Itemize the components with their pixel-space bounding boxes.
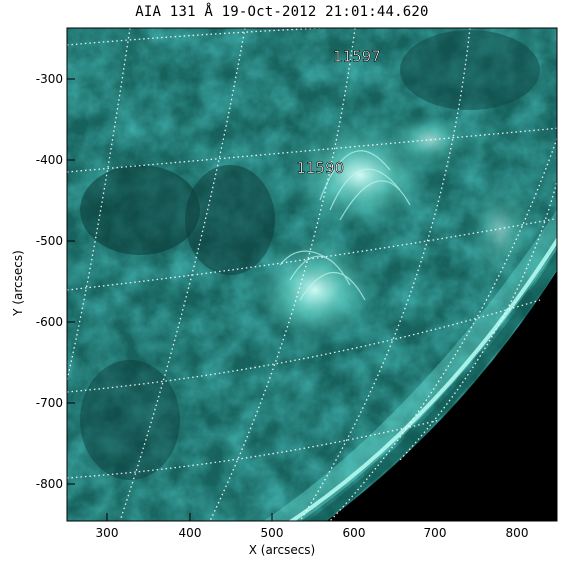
y-tick: -400 xyxy=(36,153,75,167)
x-tick: 500 xyxy=(261,513,284,540)
x-tick-label: 500 xyxy=(261,526,284,540)
y-tick-label: -600 xyxy=(36,315,63,329)
y-axis: -300 -400 -500 -600 -700 -800 xyxy=(36,72,75,491)
x-tick: 700 xyxy=(424,513,447,540)
y-tick-label: -300 xyxy=(36,72,63,86)
x-tick-label: 800 xyxy=(506,526,529,540)
x-axis-label: X (arcsecs) xyxy=(248,543,316,557)
y-tick: -800 xyxy=(36,477,75,491)
plot-title: AIA 131 Å 19-Oct-2012 21:01:44.620 xyxy=(135,4,429,20)
x-tick-label: 700 xyxy=(424,526,447,540)
y-tick: -600 xyxy=(36,315,75,329)
x-axis: 300 400 500 600 700 800 xyxy=(96,513,529,540)
x-tick-label: 300 xyxy=(96,526,119,540)
y-tick-label: -400 xyxy=(36,153,63,167)
y-tick-label: -700 xyxy=(36,396,63,410)
active-region-label-11590: 11590 xyxy=(296,159,344,177)
x-tick: 300 xyxy=(96,513,119,540)
y-tick: -700 xyxy=(36,396,75,410)
x-tick: 800 xyxy=(506,513,529,540)
coordinate-grid xyxy=(67,28,557,521)
plot-frame xyxy=(66,27,558,522)
solar-disk-image: 11597 11590 xyxy=(67,28,557,521)
x-tick-label: 600 xyxy=(343,526,366,540)
region-labels: 11597 11590 xyxy=(296,47,381,177)
active-region-label-11597: 11597 xyxy=(333,48,381,66)
y-axis-label: Y (arcsecs) xyxy=(11,250,25,316)
y-tick-label: -800 xyxy=(36,477,63,491)
y-tick: -500 xyxy=(36,234,75,248)
x-tick: 400 xyxy=(179,513,202,540)
y-tick: -300 xyxy=(36,72,75,86)
x-tick: 600 xyxy=(343,513,366,540)
x-tick-label: 400 xyxy=(179,526,202,540)
y-tick-label: -500 xyxy=(36,234,63,248)
